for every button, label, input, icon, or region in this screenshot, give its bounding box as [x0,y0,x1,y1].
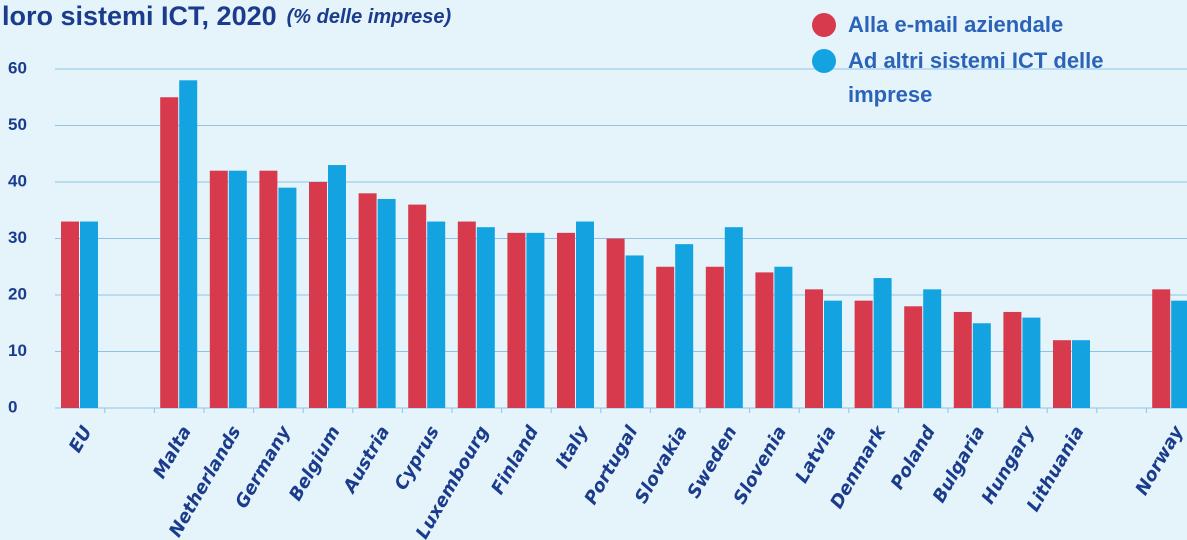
bar [160,97,179,408]
bar [209,170,228,408]
bar [724,227,743,408]
bar [606,238,625,408]
bar [904,306,923,408]
bar [1171,300,1187,408]
legend-label: Alla e-mail aziendale [848,12,1064,37]
subtitle: (% delle imprese) [287,6,452,28]
y-tick-label: 50 [8,115,27,134]
bar [1003,311,1022,408]
bar [873,278,892,408]
x-tick-label: Malta [149,423,196,483]
bar [61,221,79,408]
bar [408,204,427,408]
bar [625,255,644,408]
y-tick-label: 10 [8,341,27,360]
bar [228,170,247,408]
bar [507,232,526,408]
bar [557,232,575,408]
bar [358,193,377,408]
y-tick-label: 60 [8,58,27,77]
x-tick-label: Finland [487,422,543,499]
bar [972,323,991,408]
bar [179,80,198,409]
legend-swatch [812,13,836,37]
bar [526,232,545,408]
bar [1152,289,1171,408]
bar [656,266,675,408]
bar [80,221,98,408]
bar [457,221,476,408]
bar [675,244,694,408]
bar [309,182,327,408]
bar [377,198,396,408]
y-tick-label: 20 [8,284,27,303]
bar [278,187,297,408]
bar [328,165,346,408]
x-tick-label: Poland [887,422,941,494]
chart-title: loro sistemi ICT, 2020 (% delle imprese) [2,1,451,31]
x-tick-label: Cyprus [391,422,444,494]
legend-item: Alla e-mail aziendale [812,8,1152,42]
y-tick-label: 0 [8,397,17,416]
bar [1022,317,1041,408]
bar [1072,340,1090,408]
bar [476,227,495,408]
x-tick-label: Latvia [791,423,840,487]
title: loro sistemi ICT, 2020 [2,1,277,31]
bar [1053,340,1071,408]
bar [576,221,594,408]
y-tick-label: 40 [8,171,27,190]
x-tick-label: Italy [552,421,593,472]
bar [923,289,942,408]
legend: Alla e-mail aziendale Ad altri sistemi IC… [812,8,1152,114]
bar [705,266,724,408]
bar [774,266,793,408]
bar [805,289,823,408]
bar [854,300,873,408]
x-tick-label: Norway [1132,421,1187,499]
x-tick-label: Belgium [285,423,345,505]
legend-label: Ad altri sistemi ICT delle imprese [848,48,1104,107]
x-tick-label: Austria [338,423,394,499]
legend-swatch [812,49,836,73]
bar [824,300,842,408]
bar [755,272,774,408]
y-tick-label: 30 [8,228,27,247]
legend-item: Ad altri sistemi ICT delle imprese [812,44,1152,112]
bar [259,170,278,408]
bar [427,221,446,408]
x-tick-label: EU [65,422,97,456]
bar [953,311,972,408]
